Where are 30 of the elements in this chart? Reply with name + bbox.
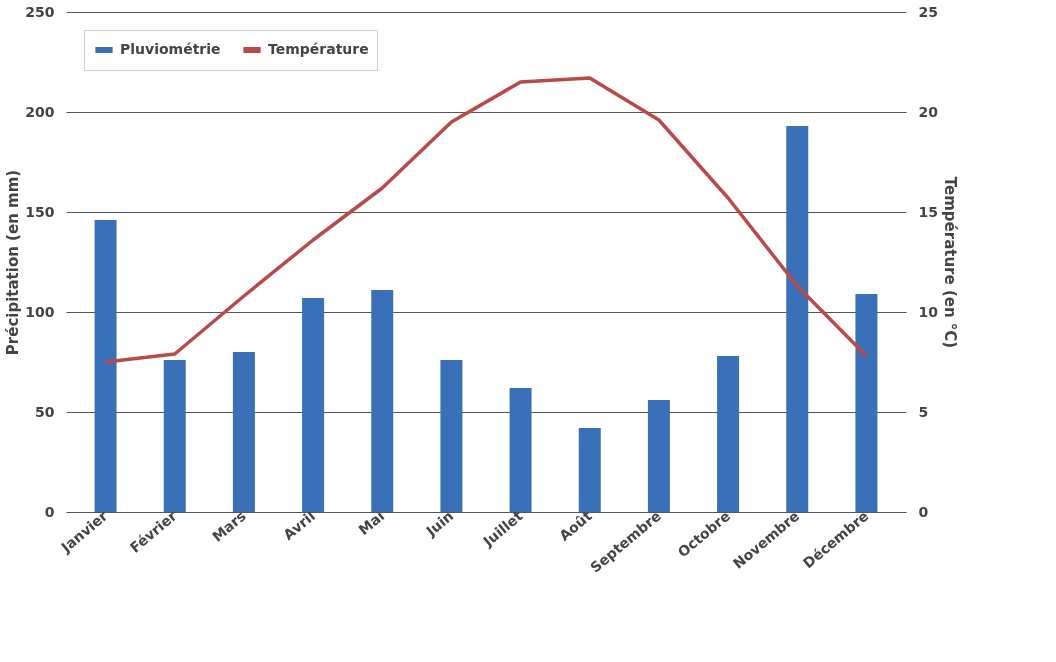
bar: [578, 428, 601, 512]
y-tick-label: 0: [44, 503, 55, 520]
y-tick-label: 150: [25, 203, 55, 220]
y-tick-label: 100: [25, 303, 55, 320]
y-axis-title: Précipitation (en mm): [4, 169, 23, 356]
legend-label: Pluviométrie: [120, 41, 221, 57]
y2-tick-label: 10: [918, 303, 939, 320]
legend-label: Température: [268, 41, 369, 57]
y-tick-label: 50: [35, 403, 55, 420]
bar: [509, 388, 532, 512]
bar: [717, 356, 740, 512]
bar: [786, 126, 809, 512]
bar: [302, 298, 325, 512]
bar: [855, 294, 878, 512]
y-tick-label: 200: [25, 103, 55, 120]
bar: [440, 360, 463, 512]
bar: [163, 360, 186, 512]
y2-tick-label: 0: [918, 503, 929, 520]
y2-tick-label: 15: [918, 203, 938, 220]
x-tick-label: Mai: [355, 507, 388, 538]
y-tick-label: 250: [25, 3, 55, 20]
y2-axis-title: Température (en °C): [940, 176, 959, 349]
y2-tick-label: 20: [918, 103, 939, 120]
bar: [232, 352, 255, 512]
line-series: [103, 76, 869, 364]
bar: [371, 290, 394, 512]
bar: [647, 400, 670, 512]
bar: [94, 220, 117, 512]
y2-tick-label: 5: [918, 403, 929, 420]
y2-tick-label: 25: [918, 3, 938, 20]
